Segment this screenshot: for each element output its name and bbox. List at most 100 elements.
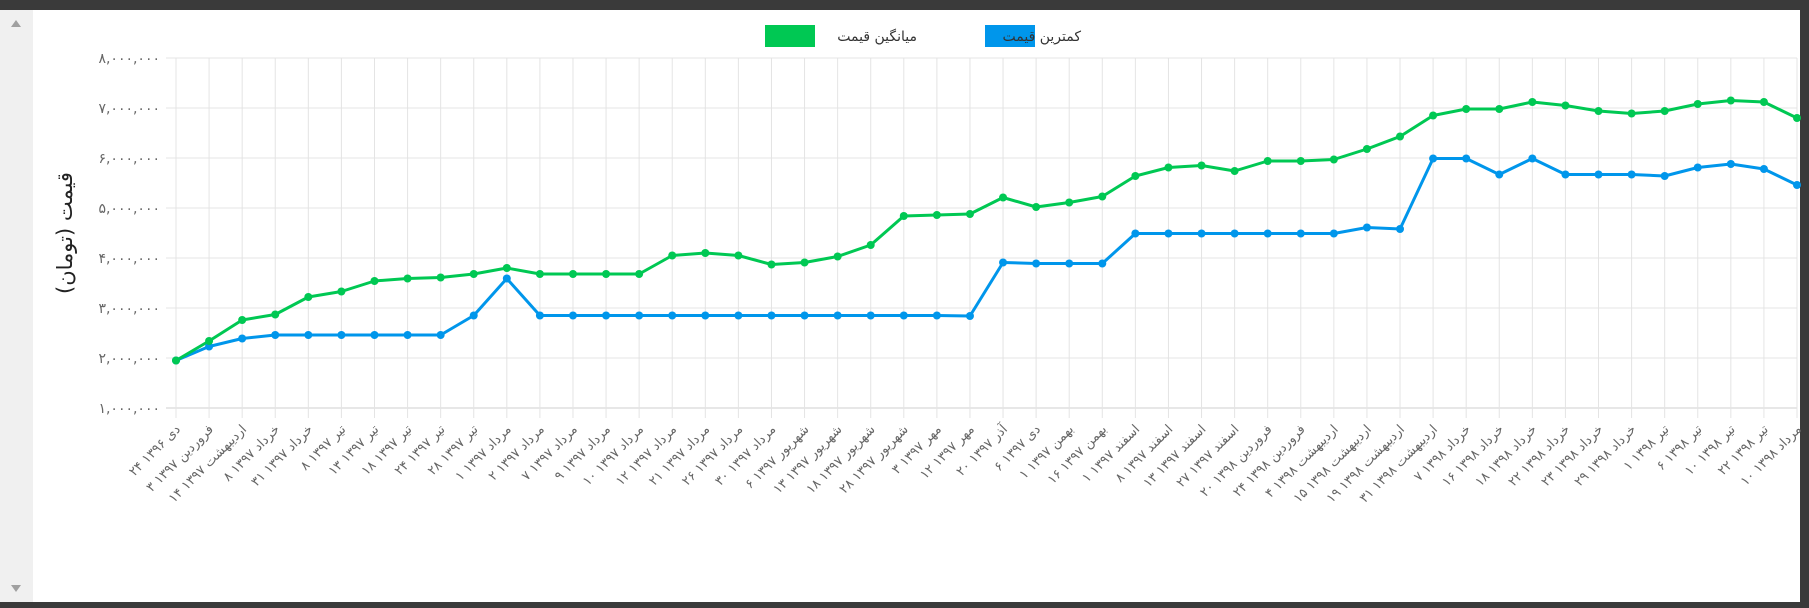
data-point-average: [1098, 192, 1107, 201]
data-point-minimum: [436, 331, 445, 339]
data-point-average: [502, 264, 511, 272]
data-point-minimum: [767, 311, 776, 320]
data-point-minimum: [502, 274, 511, 283]
data-point-minimum: [1693, 163, 1702, 172]
data-point-average: [999, 193, 1008, 202]
data-point-average: [1164, 163, 1173, 172]
data-point-minimum: [833, 311, 842, 320]
data-point-minimum: [1164, 229, 1173, 238]
data-point-minimum: [1561, 170, 1570, 179]
legend-label-minimum[interactable]: کمترین قیمت: [1003, 29, 1082, 45]
scroll-up-arrow-icon[interactable]: [11, 20, 21, 27]
data-point-average: [238, 316, 247, 324]
data-point-average: [1462, 105, 1471, 113]
data-point-minimum: [1098, 259, 1107, 268]
data-point-minimum: [1131, 229, 1140, 238]
data-point-average: [304, 293, 313, 301]
data-point-minimum: [1065, 259, 1074, 268]
data-point-average: [1263, 157, 1272, 165]
data-point-average: [1693, 100, 1702, 108]
data-point-average: [1495, 105, 1504, 113]
data-point-average: [535, 270, 544, 278]
data-point-minimum: [1759, 165, 1768, 173]
data-point-minimum: [1263, 229, 1272, 238]
y-tick-label: ۳,۰۰۰,۰۰۰: [98, 301, 160, 317]
data-point-minimum: [1230, 229, 1239, 238]
data-point-average: [602, 270, 611, 278]
data-point-average: [1296, 157, 1305, 165]
data-point-average: [1528, 98, 1537, 106]
data-point-minimum: [1396, 225, 1405, 233]
data-point-minimum: [1793, 181, 1801, 189]
data-point-average: [668, 251, 677, 260]
data-point-average: [866, 241, 875, 249]
data-point-minimum: [800, 311, 809, 320]
legend: میانگین قیمت کمترین قیمت: [765, 25, 1081, 47]
data-point-average: [701, 249, 710, 257]
data-point-average: [436, 273, 445, 282]
data-point-average: [1396, 132, 1405, 141]
data-point-minimum: [965, 312, 974, 320]
data-point-minimum: [304, 331, 313, 339]
data-point-minimum: [701, 311, 710, 320]
data-point-average: [833, 252, 842, 261]
y-tick-label: ۶,۰۰۰,۰۰۰: [98, 151, 160, 167]
data-point-minimum: [602, 311, 611, 320]
data-point-minimum: [238, 334, 247, 343]
y-tick-label: ۵,۰۰۰,۰۰۰: [98, 201, 160, 217]
data-point-average: [568, 270, 577, 278]
data-point-average: [1759, 98, 1768, 106]
data-point-average: [1329, 155, 1338, 164]
data-point-minimum: [370, 331, 379, 339]
series-line-minimum: [175, 157, 1798, 362]
y-tick-label: ۴,۰۰۰,۰۰۰: [98, 251, 160, 267]
scroll-down-arrow-icon[interactable]: [11, 585, 21, 592]
data-point-average: [1627, 109, 1636, 118]
data-point-average: [1793, 114, 1801, 122]
data-point-minimum: [1594, 170, 1603, 179]
data-point-average: [172, 356, 180, 365]
data-point-minimum: [1329, 229, 1338, 238]
data-point-average: [271, 310, 280, 319]
data-point-average: [1660, 107, 1669, 115]
y-tick-label: ۸,۰۰۰,۰۰۰: [98, 51, 160, 67]
data-point-average: [1726, 96, 1735, 105]
legend-swatch-average[interactable]: [765, 25, 815, 47]
vertical-scrollbar[interactable]: [0, 10, 33, 602]
data-point-minimum: [1197, 229, 1206, 238]
legend-label-average[interactable]: میانگین قیمت: [837, 28, 917, 45]
data-point-minimum: [1726, 160, 1735, 168]
data-point-average: [205, 337, 214, 345]
data-point-average: [1561, 101, 1570, 110]
data-point-average: [370, 277, 379, 285]
data-point-minimum: [1429, 154, 1438, 163]
data-point-average: [734, 251, 743, 260]
data-point-minimum: [734, 311, 743, 320]
data-point-minimum: [205, 342, 214, 351]
data-point-average: [1065, 198, 1074, 207]
data-point-minimum: [932, 311, 941, 320]
data-point-average: [403, 274, 412, 283]
data-point-average: [1032, 203, 1041, 211]
series-line-average: [175, 99, 1798, 362]
data-point-minimum: [1627, 170, 1636, 179]
y-tick-label: ۱,۰۰۰,۰۰۰: [98, 401, 160, 417]
data-point-minimum: [271, 331, 280, 339]
data-point-minimum: [635, 311, 644, 320]
data-point-minimum: [1495, 170, 1504, 179]
data-point-average: [1197, 161, 1206, 170]
data-point-minimum: [999, 258, 1008, 267]
data-point-average: [800, 258, 809, 267]
data-point-average: [1429, 111, 1438, 120]
grid: [166, 57, 1798, 418]
data-point-minimum: [1528, 154, 1537, 163]
data-point-average: [337, 287, 346, 296]
y-axis-title: قیمت (تومان): [53, 172, 77, 294]
data-point-minimum: [469, 311, 478, 320]
legend-swatch-minimum[interactable]: [985, 25, 1035, 47]
data-point-minimum: [1032, 259, 1041, 268]
data-point-average: [767, 260, 776, 269]
data-point-average: [1362, 145, 1371, 153]
data-point-minimum: [1296, 229, 1305, 238]
